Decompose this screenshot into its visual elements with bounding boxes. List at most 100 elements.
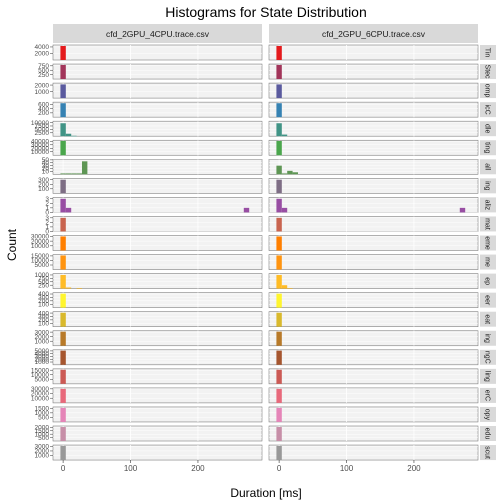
facet-panel [268,406,479,423]
row-strip-label: erC [484,390,491,401]
facet-panel [268,63,479,80]
facet-panel [268,349,479,366]
x-tick-label: 200 [191,464,205,473]
y-tick-label: 4000 [35,351,50,358]
y-tick-label: 300 [38,177,49,184]
y-tick-label: 7500 [35,123,50,130]
row-strip-label: edu [484,428,491,440]
row-strip [480,178,496,194]
y-tick-label: 500 [38,279,49,286]
histogram-bar [60,140,66,156]
y-tick-label: 500 [38,435,49,442]
facet-panel [52,254,263,270]
row-strip-label: ing [484,181,491,190]
y-tick-label: 5000 [35,377,50,384]
y-tick-label: 5000 [35,127,50,134]
y-tick-label: 1500 [35,428,50,435]
row-strip [480,330,496,346]
facet-panel [268,444,479,461]
row-strip [480,273,496,289]
y-tick-label: 20000 [31,238,49,245]
y-tick-label: 400 [38,291,49,298]
row-strip-label: mat [484,218,491,230]
x-axis-title: Duration [ms] [230,486,301,500]
y-tick-label: 1 [45,224,49,231]
y-tick-label: 100 [38,301,49,308]
facet-panel [268,120,479,137]
y-tick-label: 1500 [35,406,50,413]
facet-panel [52,425,263,442]
row-strip-label: Stec [484,65,491,80]
y-tick-label: 1000 [35,453,50,460]
facet-panel [268,254,479,270]
row-strip [480,368,496,384]
row-strip [480,197,496,213]
histogram-bar [276,427,282,441]
y-tick-label: 30000 [31,142,49,149]
row-strip [480,159,496,175]
histogram-bar [276,236,282,251]
y-tick-label: 0 [45,229,49,236]
row-strip-label: all [484,163,491,170]
facet-panel [52,44,263,61]
facet-panel [52,292,263,308]
facet-panel [52,178,263,194]
y-tick-label: 500 [38,415,49,422]
facet-panel [268,425,479,442]
histogram-bar [65,287,72,289]
facet-panel [268,82,479,99]
x-tick-label: 200 [407,464,421,473]
facet-panel [52,120,263,137]
facet-panel [268,101,479,118]
facet-panel [268,368,479,385]
histogram-bar [459,207,466,213]
histogram-bar [281,207,288,213]
histogram-bar [65,207,72,213]
facet-panel [268,273,479,289]
y-tick-label: 500 [38,67,49,74]
column-strip-label: cfd_2GPU_6CPU.trace.csv [322,29,426,39]
y-tick-label: 30 [42,163,50,170]
histogram-bar [287,288,293,289]
chart-title: Histograms for State Distribution [165,4,367,20]
histogram-bar [60,293,66,308]
facet-panel [268,216,479,232]
histogram-bar [243,207,250,213]
facet-panel [52,197,263,213]
y-tick-label: 10000 [31,372,49,379]
histogram-bar [276,331,282,346]
row-strip [480,426,496,441]
y-tick-label: 600 [38,101,49,108]
row-strip-label: ling [484,371,491,382]
facet-panel [268,178,479,194]
facet-panel [268,159,479,175]
histogram-bar [276,84,282,99]
facet-panel [268,311,479,328]
y-tick-label: 40000 [31,138,49,145]
row-strip-label: ting [484,142,491,153]
y-tick-label: 100 [38,320,49,327]
y-tick-label: 200 [38,110,49,117]
histogram-bar [276,369,282,384]
y-tick-label: 30000 [31,386,49,393]
histogram-bar [60,369,66,384]
y-tick-label: 4000 [35,44,50,51]
facet-panel [268,387,479,404]
histogram-bar [292,172,298,175]
y-tick-label: 2000 [35,425,50,432]
y-tick-label: 1000 [35,338,50,345]
histogram-bar [276,293,282,308]
row-strip [480,102,496,118]
column-strip [269,24,478,43]
y-tick-label: 3 [45,215,49,222]
facet-panel [52,387,263,404]
row-strip [480,45,496,60]
y-tick-label: 100 [38,186,49,193]
column-strip [53,24,262,43]
y-tick-label: 30000 [31,234,49,241]
y-tick-label: 1000 [35,410,50,417]
row-strip-label: dle [484,124,491,133]
row-strip-label: ngC [484,351,491,364]
histogram-bar [60,445,66,461]
y-tick-label: 300 [38,295,49,302]
